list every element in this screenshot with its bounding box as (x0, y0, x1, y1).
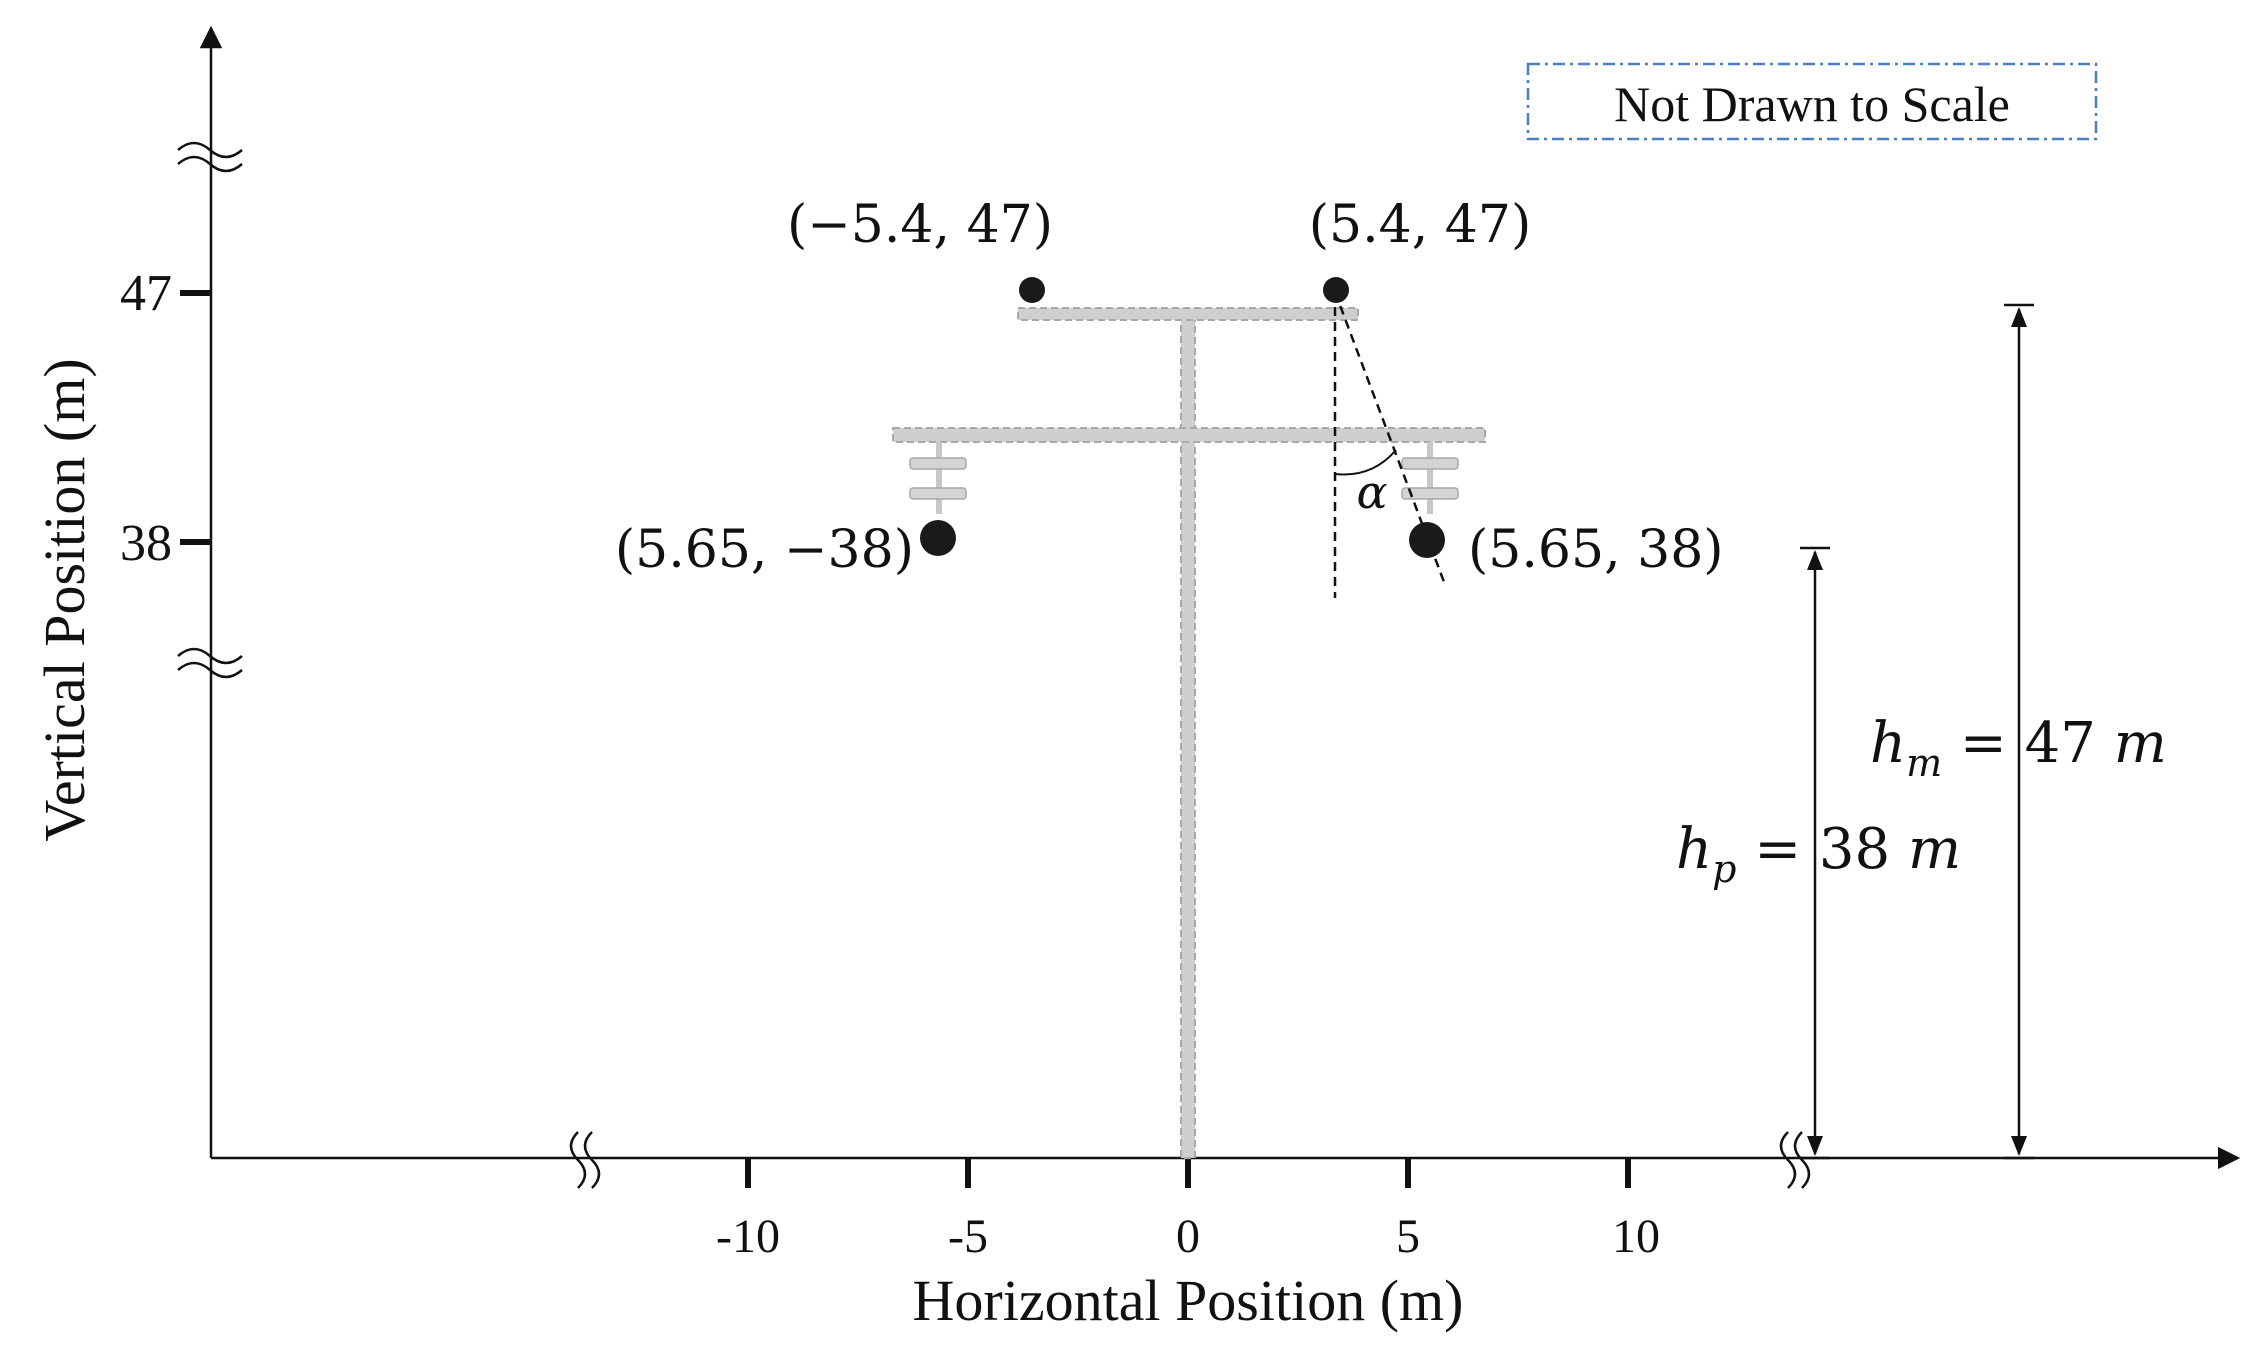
point-label-conductor-right: (5.65, 38) (1468, 520, 1724, 580)
shield-wire-left (1019, 277, 1045, 303)
tower-lower-crossarm (892, 427, 1486, 443)
note-text: Not Drawn to Scale (1614, 76, 2010, 132)
tower-upper-crossarm (1017, 307, 1359, 321)
dimension-hp: hp = 38 m (1676, 546, 1961, 1160)
left-insulator (909, 442, 967, 514)
angle-alpha-label: α (1356, 465, 1387, 519)
tower (892, 307, 1486, 1159)
not-to-scale-note: Not Drawn to Scale (1526, 62, 2098, 141)
x-axis-break-left (569, 1131, 601, 1189)
tower-pole (1180, 317, 1196, 1159)
x-tick-label-5: 5 (1396, 1210, 1420, 1263)
x-tick-label-0: 0 (1176, 1210, 1200, 1263)
wire-points: (−5.4, 47) (5.4, 47) (5.65, −38) (5.65, … (615, 195, 1724, 580)
x-axis-title: Horizontal Position (m) (913, 1268, 1464, 1333)
conductor-left (920, 520, 956, 556)
point-label-shield-right: (5.4, 47) (1309, 195, 1532, 255)
y-tick-label-47: 47 (120, 265, 172, 322)
right-insulator (1401, 442, 1459, 514)
x-axis-break-right (1779, 1131, 1811, 1189)
y-axis-break-bottom (177, 647, 243, 679)
y-tick-label-38: 38 (120, 515, 172, 572)
y-axis-break-top (177, 141, 243, 173)
y-axis-title: Vertical Position (m) (32, 358, 97, 841)
hp-label: hp = 38 m (1676, 817, 1961, 891)
hm-label: hm = 47 m (1870, 711, 2167, 785)
point-label-conductor-left: (5.65, −38) (615, 520, 914, 580)
conductor-right (1409, 522, 1445, 558)
point-label-shield-left: (−5.4, 47) (787, 195, 1053, 255)
note-border (1526, 62, 2098, 141)
x-tick-label-neg5: -5 (948, 1210, 988, 1263)
shield-wire-right (1323, 277, 1349, 303)
x-tick-label-neg10: -10 (716, 1210, 780, 1263)
x-tick-label-10: 10 (1612, 1210, 1660, 1263)
angle-arc (1334, 449, 1397, 476)
dimension-hm: hm = 47 m (1870, 303, 2167, 1160)
axes: 47 38 -10 -5 0 5 10 Horizontal Position … (32, 25, 2241, 1333)
